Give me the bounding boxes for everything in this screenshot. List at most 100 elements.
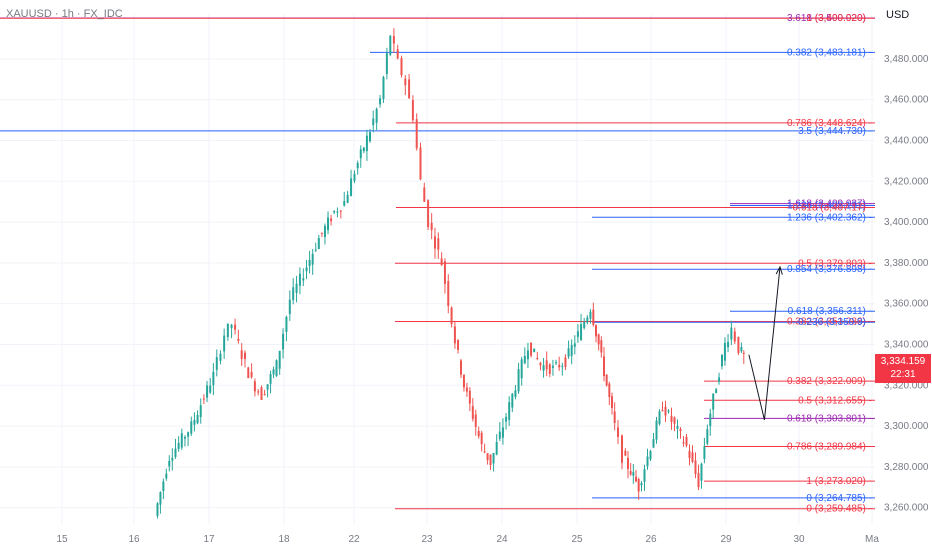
candle-body — [737, 336, 740, 353]
candle-body — [649, 451, 652, 460]
y-tick-label: 3,440.000 — [884, 135, 929, 146]
candle-body — [640, 483, 643, 486]
chart-grid — [0, 14, 875, 524]
candle-body — [323, 225, 326, 237]
fib-level-label: 0.618 (3,303.801) - — [787, 413, 872, 424]
candle-body — [278, 350, 281, 369]
candle-body — [250, 371, 253, 378]
candle-body — [564, 357, 567, 367]
candle-body — [505, 416, 508, 422]
candle-body — [558, 364, 561, 368]
fib-level-label: 1 (3,273.020) - — [806, 476, 872, 487]
candle-body — [159, 492, 162, 505]
candle-body — [727, 341, 730, 348]
candle-body — [721, 354, 723, 367]
candle-body — [400, 58, 403, 76]
fib-level-label: 1.236 (3,402.362) - — [787, 212, 872, 223]
price-axis[interactable]: 3,260.000 3,280.000 3,300.000 3,320.000 3,34… — [884, 54, 929, 514]
candle-body — [327, 217, 330, 231]
candle-body — [643, 469, 646, 482]
candle-body — [365, 135, 368, 152]
candle-body — [430, 222, 433, 231]
y-tick-label: 3,320.000 — [884, 380, 929, 391]
candle-body — [460, 360, 462, 375]
candle-body — [697, 473, 700, 488]
candle-body — [423, 187, 426, 202]
candle-body — [655, 420, 658, 440]
candle-body — [356, 163, 359, 169]
candle-body — [517, 369, 520, 392]
x-tick-label: 29 — [720, 534, 732, 545]
time-axis[interactable]: 15 16 17 18 22 23 24 25 26 29 30 Ma — [56, 534, 879, 545]
candle-body — [462, 375, 465, 388]
candle-body — [580, 324, 583, 340]
candle-body — [199, 405, 202, 418]
candle-body — [389, 35, 392, 55]
candle-body — [353, 173, 356, 181]
candle-body — [162, 481, 165, 492]
candle-body — [613, 411, 616, 423]
candle-body — [375, 108, 378, 123]
fib-level-label: 1.618 (3,409.037) - — [787, 199, 872, 210]
candle-body — [480, 432, 483, 445]
candle-body — [368, 132, 371, 142]
fib-level-label: 0.786 (3,289.984) - — [787, 442, 872, 453]
x-tick-label: 25 — [571, 534, 583, 545]
candle-body — [733, 331, 736, 342]
candle-body — [333, 211, 336, 213]
candle-body — [542, 365, 545, 371]
projection-arrow — [748, 265, 783, 421]
candle-body — [600, 340, 603, 353]
candle-body — [667, 410, 670, 412]
candle-body — [240, 350, 243, 359]
y-tick-label: 3,280.000 — [884, 462, 929, 473]
candle-body — [501, 427, 504, 438]
fib-level-label: 0.618 (3,407.17) - — [793, 202, 873, 213]
current-price-badge: 3,334.159 22:31 — [875, 354, 931, 383]
y-tick-label: 3,480.000 — [884, 54, 929, 65]
fib-level-label: 0.854 (3,376.898) - — [787, 264, 872, 275]
candle-body — [495, 441, 498, 455]
candle-body — [292, 287, 295, 301]
x-tick-label: 26 — [645, 534, 657, 545]
fib-level-label: 3.618 (3,500.020) - — [787, 13, 872, 24]
y-tick-label: 3,400.000 — [884, 217, 929, 228]
candle-body — [440, 258, 443, 266]
candle-body — [174, 448, 177, 457]
candle-body — [545, 360, 548, 370]
candle-body — [336, 211, 339, 213]
candle-body — [589, 311, 592, 319]
candle-body — [302, 278, 305, 281]
candle-body — [567, 348, 570, 357]
candle-body — [688, 450, 691, 459]
candle-body — [483, 451, 486, 453]
fib-level-label: 0.786 (3,448.624) - — [787, 118, 872, 129]
candle-body — [433, 236, 436, 249]
candle-body — [350, 178, 353, 197]
candle-body — [396, 49, 399, 59]
candle-body — [742, 352, 745, 354]
candle-body — [206, 385, 209, 398]
x-tick-label: 22 — [348, 534, 360, 545]
candle-body — [526, 350, 529, 360]
candle-body — [343, 201, 346, 206]
candle-body — [187, 432, 190, 437]
symbol-title: XAUUSD · 1h · FX_IDC — [6, 8, 123, 20]
candle-body — [415, 119, 418, 149]
x-tick-label: 30 — [793, 534, 805, 545]
candle-body — [156, 503, 159, 516]
candle-body — [330, 218, 333, 222]
x-tick-label: Ma — [865, 534, 879, 545]
candle-body — [530, 342, 533, 356]
candle-body — [471, 406, 474, 419]
candle-body — [492, 453, 495, 464]
candle-body — [190, 421, 193, 434]
candle-body — [266, 384, 269, 390]
candle-body — [247, 367, 250, 379]
candle-body — [269, 374, 272, 384]
candle-body — [171, 457, 174, 461]
candle-body — [419, 147, 422, 180]
currency-label[interactable]: USD — [886, 9, 910, 21]
candle-body — [215, 357, 218, 370]
